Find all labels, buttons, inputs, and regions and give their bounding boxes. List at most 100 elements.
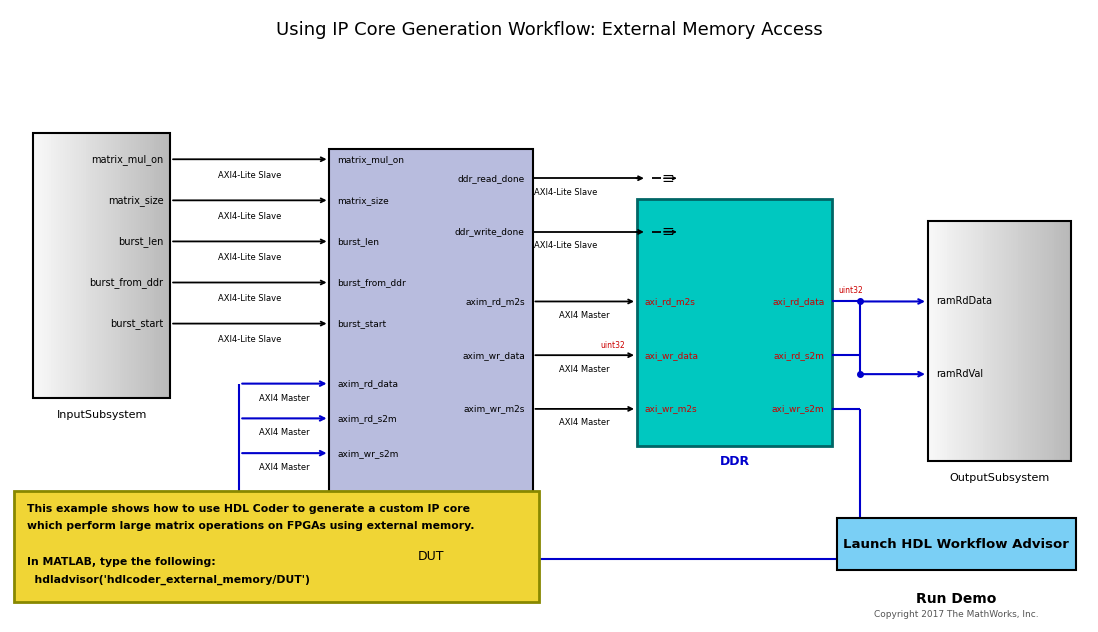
Bar [1044, 221, 1047, 461]
Text: axi_wr_m2s: axi_wr_m2s [645, 404, 697, 413]
Bar [837, 518, 1076, 570]
Bar [75, 133, 78, 398]
Text: DDR: DDR [719, 456, 750, 468]
Text: burst_start: burst_start [111, 318, 164, 329]
Bar [946, 221, 950, 461]
Text: matrix_size: matrix_size [108, 195, 164, 206]
Bar [67, 133, 70, 398]
Bar [1021, 221, 1024, 461]
Text: AXI4-Lite Slave: AXI4-Lite Slave [534, 241, 597, 250]
Bar [971, 221, 974, 461]
Bar [637, 199, 832, 446]
Text: axi_wr_s2m: axi_wr_s2m [772, 404, 825, 413]
Bar [42, 133, 45, 398]
Text: ddr_read_done: ddr_read_done [458, 174, 525, 183]
Bar [1061, 221, 1064, 461]
Bar [35, 133, 38, 398]
Bar [983, 221, 986, 461]
Text: ≡: ≡ [661, 171, 674, 186]
Bar [117, 133, 121, 398]
Bar [995, 221, 998, 461]
Bar [154, 133, 157, 398]
Text: AXI4-Lite Slave: AXI4-Lite Slave [534, 188, 597, 197]
Bar [1006, 221, 1010, 461]
Bar [92, 133, 96, 398]
Bar [101, 133, 105, 398]
Bar [104, 133, 108, 398]
Bar [149, 133, 153, 398]
Text: axim_wr_data: axim_wr_data [462, 351, 525, 360]
Bar [157, 133, 160, 398]
Text: AXI4-Lite Slave: AXI4-Lite Slave [219, 335, 281, 344]
Bar [997, 221, 1000, 461]
Text: which perform large matrix operations on FPGAs using external memory.: which perform large matrix operations on… [27, 521, 475, 532]
Bar [928, 221, 931, 461]
Bar [1058, 221, 1062, 461]
Bar [1068, 221, 1072, 461]
Bar [152, 133, 155, 398]
Bar [136, 133, 139, 398]
Bar [138, 133, 142, 398]
Bar [966, 221, 970, 461]
Bar [968, 221, 972, 461]
Bar [1016, 221, 1019, 461]
Text: burst_from_ddr: burst_from_ddr [337, 278, 406, 287]
Bar [944, 221, 948, 461]
Bar [987, 221, 990, 461]
Text: ddr_write_done: ddr_write_done [455, 228, 525, 236]
Bar [40, 133, 43, 398]
Text: ramRdVal: ramRdVal [937, 369, 984, 379]
Text: matrix_mul_on: matrix_mul_on [91, 154, 164, 165]
Bar [58, 133, 61, 398]
Bar [161, 133, 165, 398]
Bar [1046, 221, 1050, 461]
Bar [1038, 221, 1041, 461]
Bar [126, 133, 130, 398]
Bar [1018, 221, 1021, 461]
Bar [1030, 221, 1033, 461]
Text: uint32: uint32 [839, 286, 864, 295]
Bar [109, 133, 112, 398]
Bar [961, 221, 964, 461]
Bar [938, 221, 941, 461]
Bar [81, 133, 85, 398]
Bar [88, 133, 91, 398]
Bar [164, 133, 167, 398]
Bar [63, 133, 66, 398]
Bar [989, 221, 993, 461]
Bar [65, 133, 68, 398]
Bar [44, 133, 48, 398]
Bar [959, 221, 962, 461]
Text: DUT: DUT [417, 550, 445, 563]
Text: uint32: uint32 [601, 341, 625, 349]
Text: axi_wr_data: axi_wr_data [645, 351, 698, 360]
Bar [56, 133, 59, 398]
Bar [90, 133, 93, 398]
Bar [143, 133, 146, 398]
Text: AXI4 Master: AXI4 Master [559, 418, 610, 427]
Bar [1066, 221, 1069, 461]
Text: axim_rd_m2s: axim_rd_m2s [466, 297, 525, 306]
Bar [977, 221, 982, 461]
Bar [928, 221, 1071, 461]
Text: burst_from_ddr: burst_from_ddr [90, 277, 164, 288]
Bar [141, 133, 144, 398]
Bar [33, 133, 170, 398]
Bar [956, 221, 960, 461]
Text: burst_len: burst_len [337, 237, 379, 246]
Text: ramRdData: ramRdData [937, 296, 993, 307]
Bar [942, 221, 945, 461]
Bar [975, 221, 979, 461]
Bar [1040, 221, 1043, 461]
Bar [952, 221, 955, 461]
Bar [54, 133, 57, 398]
Bar [1023, 221, 1027, 461]
Bar [83, 133, 87, 398]
Bar [147, 133, 150, 398]
Bar [940, 221, 943, 461]
Bar [52, 133, 55, 398]
Bar [97, 133, 100, 398]
Bar [973, 221, 976, 461]
Text: In MATLAB, type the following:: In MATLAB, type the following: [27, 557, 216, 567]
Bar [132, 133, 135, 398]
